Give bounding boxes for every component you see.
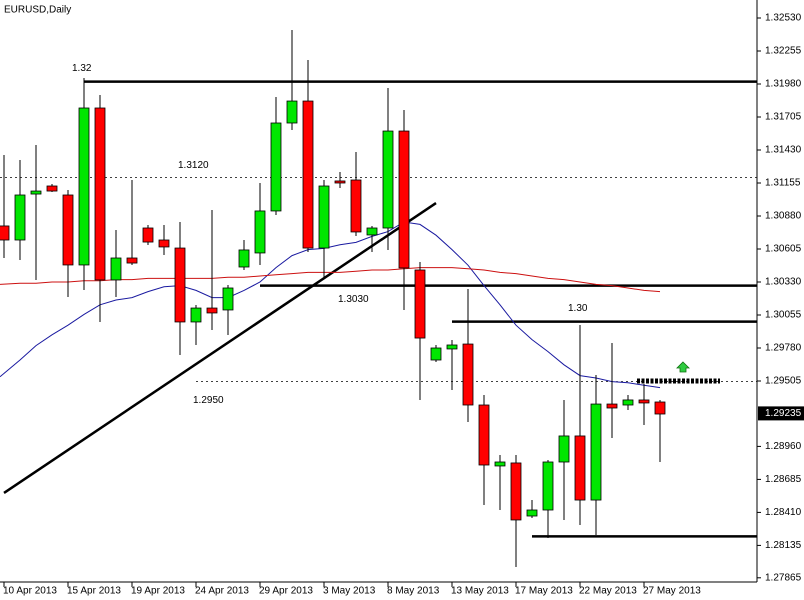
candle-body [574,435,586,501]
level-label: 1.2950 [193,395,224,406]
y-tick-label: 1.31430 [765,145,802,156]
level-label: 1.32 [72,63,92,74]
y-tick-label: 1.30330 [765,277,802,288]
candle-body [654,401,666,415]
candle-body [110,257,122,281]
x-tick-label: 22 May 2013 [579,586,637,597]
candle-body [286,100,298,124]
candle-body [478,404,490,466]
y-tick-label: 1.30880 [765,211,802,222]
y-tick-label: 1.28685 [765,474,802,485]
candle-body [590,403,602,501]
x-tick-label: 29 Apr 2013 [259,586,313,597]
level-label: 1.30 [568,303,588,314]
candle-body [606,403,618,409]
candle-body [446,344,458,350]
chart-title: EURUSD,Daily [4,5,71,16]
x-tick-label: 24 Apr 2013 [195,586,249,597]
candle-body [558,435,570,463]
candle-body [238,249,250,268]
x-tick-label: 3 May 2013 [323,586,376,597]
candle-body [334,180,346,184]
candle-body [158,239,170,248]
candle-body [430,347,442,361]
x-tick-label: 17 May 2013 [515,586,573,597]
candle-body [510,462,522,521]
candle-body [46,185,58,192]
candle-body [382,130,394,229]
y-tick-label: 1.30605 [765,244,802,255]
x-tick-label: 13 May 2013 [451,586,509,597]
candle-body [622,399,634,406]
candle-body [30,190,42,195]
trendline [3,202,437,494]
y-tick-label: 1.29505 [765,376,802,387]
x-tick-label: 15 Apr 2013 [67,586,121,597]
moving-average [0,221,661,389]
y-tick-label: 1.31705 [765,112,802,123]
candle-body [206,307,218,314]
candle-body [14,194,26,241]
level-label: 1.3030 [338,294,369,305]
y-tick-label: 1.29780 [765,343,802,354]
candle-body [142,227,154,243]
x-tick-label: 27 May 2013 [643,586,701,597]
y-tick-label: 1.28410 [765,507,802,518]
candle-body [350,179,362,233]
x-tick-label: 8 May 2013 [387,586,440,597]
y-tick-label: 1.28960 [765,441,802,452]
candle-body [526,509,538,517]
candle-body [318,185,330,249]
candle-body [462,343,474,406]
candle-body [270,122,282,212]
candle-body [366,227,378,236]
level-label: 1.3120 [178,160,209,171]
x-tick-label: 10 Apr 2013 [3,586,57,597]
candle-body [190,307,202,323]
y-tick-label: 1.27865 [765,572,802,583]
y-tick-label: 1.28135 [765,540,802,551]
candle-body [94,107,106,281]
candle-body [414,269,426,339]
y-tick-label: 1.31155 [765,178,801,189]
last-price-box [758,406,804,421]
y-tick-label: 1.32255 [765,46,802,57]
candle-body [302,100,314,249]
x-tick-label: 19 Apr 2013 [131,586,185,597]
candle-body [398,130,410,269]
candle-body [126,257,138,264]
candle-body [542,461,554,511]
y-tick-label: 1.31980 [765,79,802,90]
candle-body [174,247,186,323]
candle-body [78,107,90,266]
up-arrow [676,361,690,373]
y-tick-label: 1.32530 [765,13,802,24]
candle-body [222,287,234,311]
candle-body [0,225,10,241]
last-price-label: 1.29235 [765,408,802,419]
candle-body [62,194,74,266]
candle-body [494,461,506,467]
y-tick-label: 1.30055 [765,310,802,321]
candle-body [638,399,650,404]
candle-body [254,210,266,254]
